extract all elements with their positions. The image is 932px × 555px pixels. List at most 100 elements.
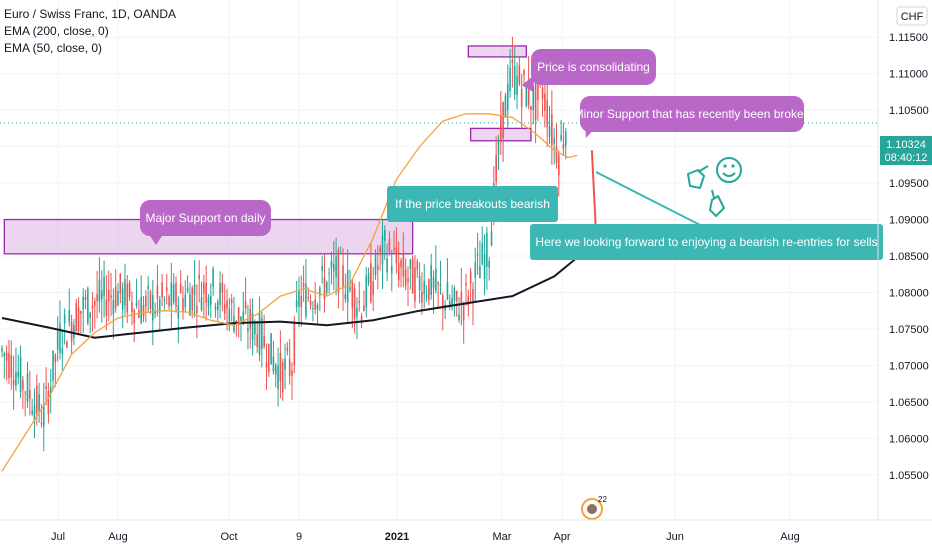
candle-body (191, 287, 194, 311)
candle-body (91, 305, 94, 309)
candle-body (483, 254, 486, 280)
candle-body (279, 353, 282, 382)
candle-body (247, 328, 249, 332)
candle-body (421, 291, 423, 303)
candle-body (458, 314, 460, 320)
candle-body (182, 298, 184, 312)
event-badge[interactable]: 22 (581, 495, 607, 520)
candle-body (511, 60, 514, 64)
candle-body (342, 265, 344, 288)
candle-body (277, 365, 279, 389)
candle-body (384, 229, 386, 241)
candle-body (316, 305, 319, 310)
candle-body (168, 296, 170, 307)
candle-body (75, 303, 78, 332)
candle-body (212, 268, 214, 287)
candle-body (541, 87, 544, 99)
callout-breakout[interactable]: If the price breakouts bearish (387, 186, 558, 222)
callout-breakout-text: If the price breakouts bearish (395, 197, 550, 211)
candle-body (135, 301, 138, 307)
candle-body (363, 305, 365, 312)
callout-minor-support[interactable]: Minor Support that has recently been bro… (574, 96, 811, 138)
candle-body (481, 243, 484, 264)
candle-body (356, 308, 358, 317)
candle-body (442, 295, 444, 309)
price-tick-label: 1.10500 (889, 105, 929, 117)
candle-body (98, 279, 101, 303)
candle-body (314, 299, 316, 310)
candle-body (377, 265, 379, 270)
candle-body (8, 352, 10, 379)
candle-body (52, 350, 54, 381)
candle-body (96, 294, 98, 302)
candle-body (205, 282, 207, 303)
chart-legend: Euro / Swiss Franc, 1D, OANDA EMA (200, … (4, 6, 176, 57)
time-tick-label: Jul (51, 531, 65, 543)
candle-body (346, 270, 349, 302)
candle-body (131, 301, 133, 313)
ema200-legend: EMA (200, close, 0) (4, 24, 109, 38)
candle-body (70, 321, 73, 342)
candle-body (395, 247, 398, 264)
candle-body (328, 272, 330, 274)
candle-body (446, 282, 449, 300)
candle-body (288, 359, 291, 376)
candle-body (38, 394, 40, 412)
candle-body (455, 291, 458, 302)
candle-body (82, 296, 84, 310)
ema50-legend: EMA (50, close, 0) (4, 41, 103, 55)
candle-body (149, 291, 152, 309)
time-tick-label: Oct (220, 531, 237, 543)
candle-body (230, 299, 233, 303)
callout-consolidating[interactable]: Price is consolidating (522, 49, 656, 92)
candle-body (47, 391, 50, 415)
price-tick-label: 1.05500 (889, 470, 929, 482)
candle-body (270, 333, 272, 365)
candle-body (302, 282, 305, 287)
candle-body (184, 294, 187, 308)
candle-body (518, 65, 521, 84)
candle-body (553, 137, 555, 144)
current-price-tag: 1.10324 08:40:12 (880, 136, 932, 165)
candle-body (527, 80, 530, 106)
candle-body (124, 278, 126, 306)
candle-body (45, 386, 47, 390)
candle-body (486, 232, 488, 267)
candle-body (469, 271, 472, 284)
candle-body (476, 253, 479, 256)
candle-body (24, 392, 26, 394)
candle-body (198, 274, 200, 280)
candle-body (295, 300, 298, 308)
candle-body (448, 300, 451, 307)
candle-body (381, 235, 384, 265)
candle-body (84, 296, 87, 300)
candle-body (558, 154, 560, 176)
candle-body (386, 258, 388, 273)
candle-body (490, 231, 493, 246)
callout-minor-support-text: Minor Support that has recently been bro… (574, 107, 811, 121)
callout-consolidating-text: Price is consolidating (537, 60, 650, 74)
price-tick-label: 1.09500 (889, 178, 929, 190)
candle-body (388, 238, 391, 252)
candle-body (221, 282, 224, 293)
candle-body (249, 308, 252, 329)
candle-body (555, 146, 558, 163)
callout-reentry[interactable]: Here we looking forward to enjoying a be… (530, 224, 883, 260)
candle-body (365, 275, 368, 308)
price-axis-labels: 1.05500 1.06000 1.06500 1.07000 1.07500 1.080… (889, 32, 929, 482)
candle-body (344, 294, 347, 300)
candle-body (154, 310, 156, 314)
candle-body (488, 260, 490, 268)
candle-body (26, 373, 29, 402)
currency-badge[interactable]: CHF (896, 6, 928, 26)
candle-body (534, 82, 537, 121)
candle-body (330, 260, 333, 268)
candle-body (513, 65, 516, 95)
candle-body (133, 310, 136, 324)
callout-major-support[interactable]: Major Support on daily (140, 200, 271, 245)
candle-body (300, 296, 303, 308)
ema200-line (1, 238, 620, 339)
candle-body (121, 288, 124, 310)
